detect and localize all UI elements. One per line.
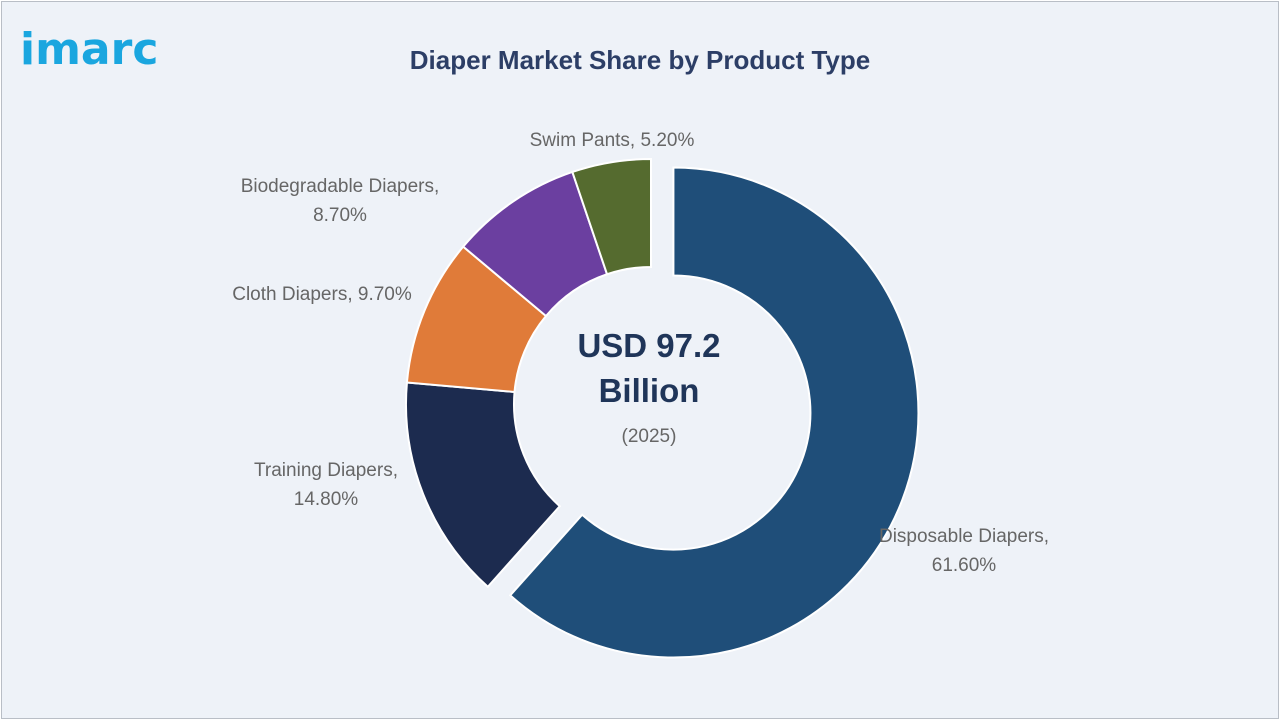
slice-training-diapers [405,381,562,589]
center-value-line2: Billion [599,372,700,409]
chart-title: Diaper Market Share by Product Type [409,45,871,75]
center-year: (2025) [622,426,677,447]
label-swim-pants: Swim Pants, 5.20% [530,130,695,151]
label-biodegradable-diapers: Biodegradable Diapers, 8.70% [241,176,440,226]
slice-labels: Disposable Diapers, 61.60% Training Diaper… [232,130,1049,576]
label-cloth-diapers: Cloth Diapers, 9.70% [232,284,412,305]
label-disposable-diapers: Disposable Diapers, 61.60% [879,526,1049,576]
center-value-line1: USD 97.2 [577,327,720,364]
donut-slices [405,157,920,659]
slice-swim-pants [571,157,652,276]
label-training-diapers: Training Diapers, 14.80% [254,460,398,510]
imarc-logo: imarc [20,24,159,75]
slice-disposable-diapers [508,166,920,659]
